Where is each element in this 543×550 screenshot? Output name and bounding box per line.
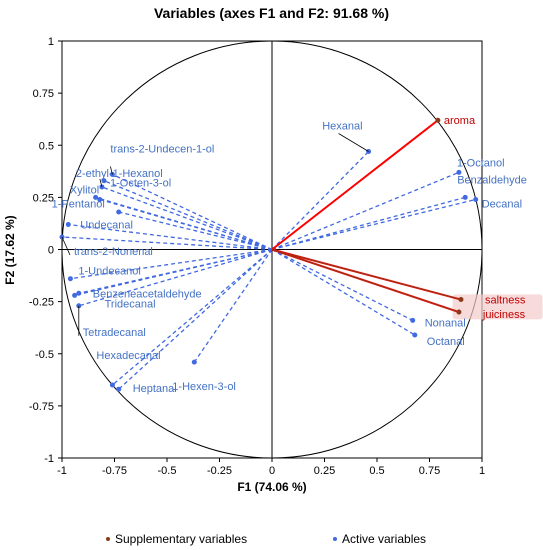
y-tick-label: 0.25 xyxy=(33,192,54,204)
point-xylitol xyxy=(97,196,103,202)
point-1-pentanol xyxy=(93,194,99,200)
plot-area: -1 -0.75 -0.5 -0.25 0 0.25 0.5 0.75 1 -1 -0.75 -0.5… xyxy=(29,36,543,477)
point-benzeneacetaldehyde xyxy=(76,290,82,296)
vector-benzeneacetaldehyde xyxy=(78,248,273,294)
label-benzaldehyde: Benzaldehyde xyxy=(457,174,527,186)
x-tick-label: 1 xyxy=(479,465,485,477)
label-1-octen-3-ol: 1-Octen-3-ol xyxy=(110,178,171,190)
point-undecanal-dup xyxy=(116,209,122,215)
point-1-octanol xyxy=(456,169,462,175)
leader-trans-2-undecen-1-ol xyxy=(110,166,113,175)
label-decanal: Decanal xyxy=(482,198,522,210)
label-tridecanal: Tridecanal xyxy=(105,298,156,310)
x-tick-label: 0.75 xyxy=(419,465,440,477)
point-octanal xyxy=(412,332,418,338)
x-axis-title: F1 (74.06 %) xyxy=(237,480,306,494)
legend-active-marker xyxy=(333,537,337,541)
y-tick-label: 1 xyxy=(48,36,54,48)
label-octanal: Octanal xyxy=(427,336,465,348)
y-tick-label: 0.5 xyxy=(39,140,54,152)
legend: Supplementary variables Active variables xyxy=(106,532,426,546)
vector-heptanal xyxy=(118,249,273,390)
vector-1-undecanol xyxy=(70,248,273,280)
vector-2-ethyl-1-hexanol xyxy=(101,186,273,251)
point-saltness xyxy=(458,297,464,303)
label-1-octanol: 1-Octanol xyxy=(457,157,505,169)
label-1-pentanol: 1-Pentanol xyxy=(52,198,105,210)
y-tick-label: -0.25 xyxy=(29,297,54,309)
point-nonanal xyxy=(410,317,416,323)
vector-benzaldehyde xyxy=(271,196,466,251)
label-2-ethyl-1-hexanol: 2-ethyl-1-Hexanol xyxy=(76,168,163,180)
vector-tetradecanal xyxy=(78,248,273,307)
legend-supplementary-label: Supplementary variables xyxy=(115,532,247,546)
x-tick-label: 0.25 xyxy=(314,465,335,477)
point-1-undecanol xyxy=(67,276,73,282)
point-heptanal xyxy=(116,386,122,392)
leader-hexanal xyxy=(338,133,369,152)
x-tick-label: -0.5 xyxy=(158,465,177,477)
vector-trans-2-undecen-1-ol xyxy=(112,173,273,251)
x-tick-label: -0.75 xyxy=(102,465,127,477)
leader-trans-2-nonenal xyxy=(61,236,71,256)
point-hexadecanal xyxy=(109,382,115,388)
point-aroma xyxy=(435,117,441,123)
vector-aroma xyxy=(271,119,439,251)
label-xylitol: Xylitol xyxy=(70,184,99,196)
y-tick-label: -0.75 xyxy=(29,401,54,413)
label-heptanal: Heptanal xyxy=(133,383,177,395)
point-tridecanal xyxy=(72,292,78,298)
vector-inner-juiciness xyxy=(271,249,460,313)
y-tick-label: -1 xyxy=(44,453,54,465)
label-trans-2-nonenal: trans-2-Nonenal xyxy=(74,246,153,258)
point-benzaldehyde xyxy=(462,194,468,200)
x-tick-label: -0.25 xyxy=(207,465,232,477)
y-tick-label: -0.5 xyxy=(35,349,54,361)
legend-supplementary-marker xyxy=(106,537,110,541)
leader-2-ethyl-1-hexanol xyxy=(99,178,103,188)
legend-active-label: Active variables xyxy=(342,532,426,546)
label-hexanal: Hexanal xyxy=(322,121,362,133)
label-undecanal: Undecanal xyxy=(80,219,133,231)
vector-1-hexen-3-ol xyxy=(193,249,273,363)
label-1-undecanol: 1-Undecanol xyxy=(78,266,140,278)
chart-title: Variables (axes F1 and F2: 91.68 %) xyxy=(154,5,389,21)
vector-undecanal xyxy=(68,223,273,251)
vector-xylitol xyxy=(99,198,273,251)
highlight-band xyxy=(452,294,543,320)
label-tetradecanal: Tetradecanal xyxy=(83,327,146,339)
label-juiciness: juiciness xyxy=(482,309,526,321)
y-tick-label: 0.75 xyxy=(33,88,54,100)
x-tick-label: 0.5 xyxy=(369,465,384,477)
label-nonanal: Nonanal xyxy=(425,317,466,329)
vector-trans-2-nonenal xyxy=(61,236,273,251)
vector-1-octanol xyxy=(271,171,460,251)
vector-nonanal xyxy=(271,248,413,321)
vector-1-octen-3-ol xyxy=(103,180,273,251)
y-axis-title: F2 (17.62 %) xyxy=(3,215,17,284)
vector-inner-saltness xyxy=(271,249,462,301)
label-aroma: aroma xyxy=(444,115,476,127)
vector-octanal xyxy=(271,248,416,336)
vector-undecanal-dup xyxy=(118,211,273,251)
label-trans-2-undecen-1-ol: trans-2-Undecen-1-ol xyxy=(110,143,214,155)
point-juiciness xyxy=(456,309,462,315)
point-1-octen-3-ol xyxy=(101,178,107,184)
point-undecanal xyxy=(65,221,71,227)
label-1-hexen-3-ol: 1-Hexen-3-ol xyxy=(172,381,236,393)
label-saltness: saltness xyxy=(485,295,526,307)
point-decanal xyxy=(473,196,479,202)
label-hexadecanal: Hexadecanal xyxy=(96,350,160,362)
x-tick-label: 0 xyxy=(269,465,275,477)
y-tick-label: 0 xyxy=(48,245,54,257)
vector-hexanal xyxy=(271,151,370,250)
point-1-hexen-3-ol xyxy=(191,359,197,365)
x-tick-label: -1 xyxy=(57,465,67,477)
label-benzeneacetaldehyde: Benzeneacetaldehyde xyxy=(93,288,202,300)
